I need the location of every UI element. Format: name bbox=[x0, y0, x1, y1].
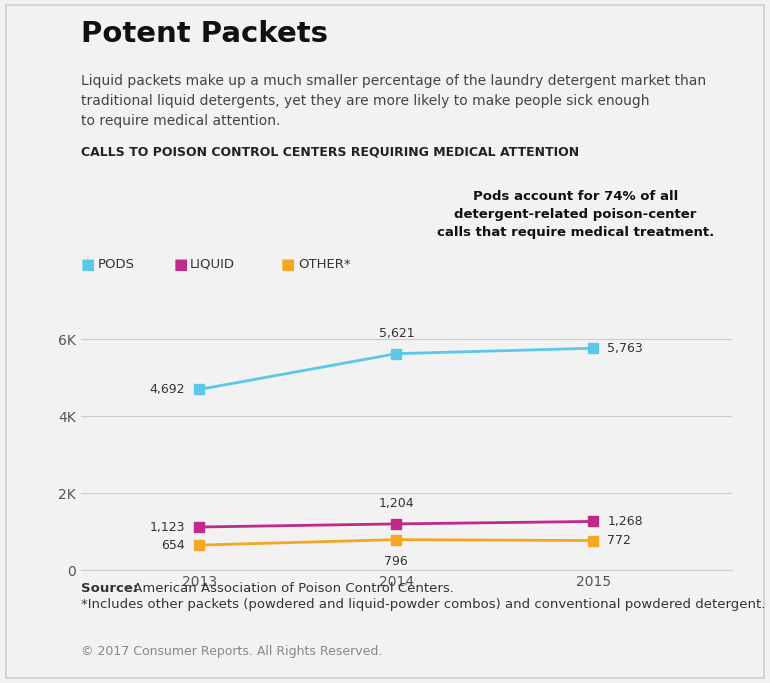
Text: Liquid packets make up a much smaller percentage of the laundry detergent market: Liquid packets make up a much smaller pe… bbox=[81, 74, 706, 128]
Text: ■: ■ bbox=[281, 257, 296, 272]
Text: Pods account for 74% of all
detergent-related poison-center
calls that require m: Pods account for 74% of all detergent-re… bbox=[437, 191, 715, 239]
Text: ■: ■ bbox=[173, 257, 188, 272]
Text: PODS: PODS bbox=[98, 257, 135, 271]
Text: 5,621: 5,621 bbox=[379, 326, 414, 339]
Text: 772: 772 bbox=[608, 534, 631, 547]
Text: 5,763: 5,763 bbox=[608, 342, 643, 354]
Text: Source:: Source: bbox=[81, 582, 138, 595]
Text: American Association of Poison Control Centers.: American Association of Poison Control C… bbox=[129, 582, 454, 595]
Text: ■: ■ bbox=[81, 257, 95, 272]
Text: CALLS TO POISON CONTROL CENTERS REQUIRING MEDICAL ATTENTION: CALLS TO POISON CONTROL CENTERS REQUIRIN… bbox=[81, 145, 579, 158]
Text: 1,123: 1,123 bbox=[149, 520, 186, 533]
Text: 4,692: 4,692 bbox=[149, 383, 186, 396]
Text: Potent Packets: Potent Packets bbox=[81, 20, 328, 48]
Text: 654: 654 bbox=[162, 539, 186, 552]
Text: 796: 796 bbox=[384, 555, 408, 568]
Text: 1,204: 1,204 bbox=[379, 497, 414, 510]
Text: 1,268: 1,268 bbox=[608, 515, 643, 528]
Text: LIQUID: LIQUID bbox=[190, 257, 235, 271]
Text: OTHER*: OTHER* bbox=[298, 257, 350, 271]
Text: © 2017 Consumer Reports. All Rights Reserved.: © 2017 Consumer Reports. All Rights Rese… bbox=[81, 645, 382, 658]
Text: *Includes other packets (powdered and liquid-powder combos) and conventional pow: *Includes other packets (powdered and li… bbox=[81, 598, 765, 611]
